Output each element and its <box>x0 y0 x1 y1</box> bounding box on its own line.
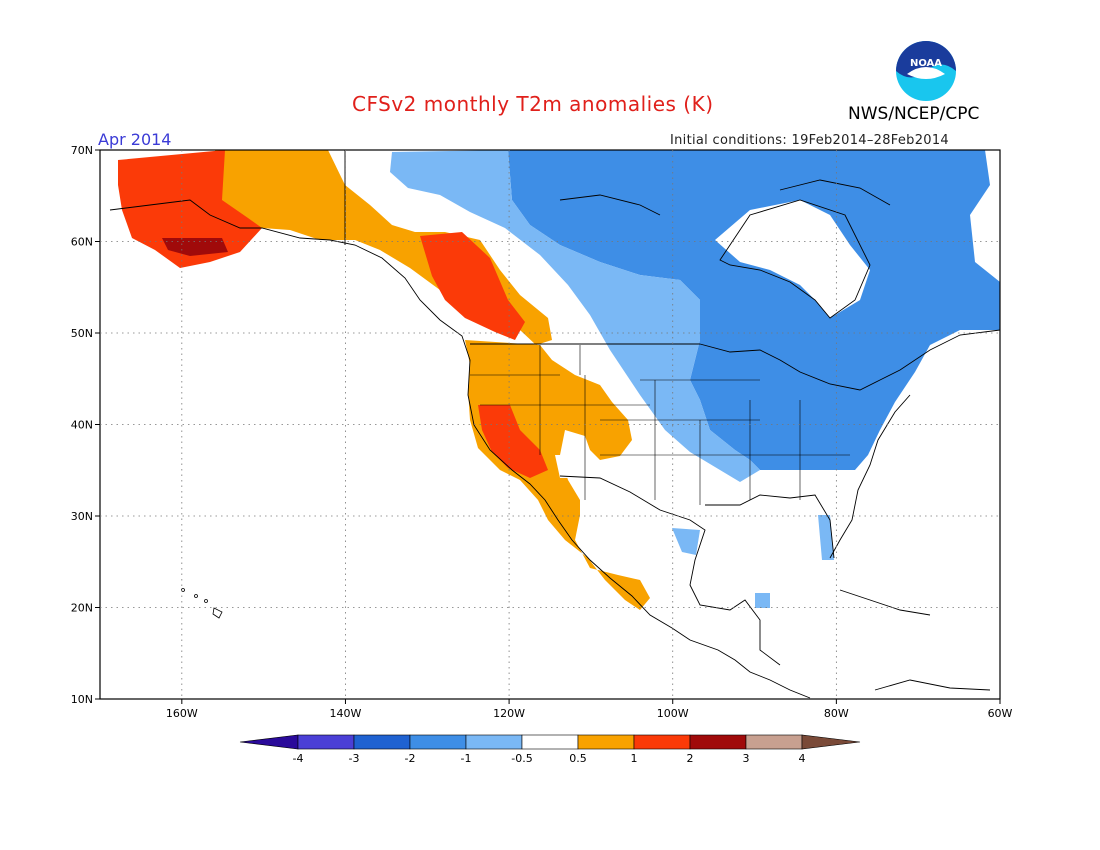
colorbar-label: 4 <box>799 752 806 765</box>
lat-label-40N: 40N <box>71 419 93 432</box>
colorbar-swatch <box>465 734 523 750</box>
colorbar-arrow-left <box>239 734 299 750</box>
colorbar-swatch <box>689 734 747 750</box>
colorbar-label: 1 <box>631 752 638 765</box>
cool-region-canada <box>508 150 1000 470</box>
noaa-logo-icon: NOAA <box>896 41 956 101</box>
lat-label-60N: 60N <box>71 236 93 249</box>
agency-label: NWS/NCEP/CPC <box>848 104 980 124</box>
warm-region-california <box>478 405 548 478</box>
colorbar-label: -4 <box>293 752 304 765</box>
lon-label-140W: 140W <box>330 707 362 720</box>
gridlines <box>95 149 1001 704</box>
valid-month: Apr 2014 <box>98 130 172 149</box>
lat-label-70N: 70N <box>71 144 93 157</box>
colorbar-swatch <box>577 734 635 750</box>
lon-label-80W: 80W <box>824 707 849 720</box>
warm-region-alaska-extreme <box>162 238 228 256</box>
logo-text: NOAA <box>910 58 942 69</box>
initial-conditions: Initial conditions: 19Feb2014–28Feb2014 <box>670 133 949 148</box>
colorbar-swatch <box>297 734 355 750</box>
colorbar-label: -0.5 <box>511 752 532 765</box>
cool-region-light <box>390 150 760 482</box>
colorbar-label: -1 <box>461 752 472 765</box>
colorbar-swatch <box>521 734 579 750</box>
cool-region-florida <box>818 515 834 560</box>
colorbar-label: 3 <box>743 752 750 765</box>
hawaii <box>181 588 223 619</box>
colorbar-swatch <box>409 734 467 750</box>
lat-label-50N: 50N <box>71 327 93 340</box>
colorbar-swatch <box>353 734 411 750</box>
lon-label-160W: 160W <box>166 707 198 720</box>
neutral-greenland <box>715 200 870 318</box>
coastlines <box>109 150 1001 699</box>
borders <box>470 345 850 505</box>
map-title: CFSv2 monthly T2m anomalies (K) <box>352 92 714 116</box>
lat-label-20N: 20N <box>71 602 93 615</box>
lon-label-100W: 100W <box>657 707 689 720</box>
longitude-labels: 160W 140W 120W 100W 80W 60W <box>166 707 1013 720</box>
warm-region-bc <box>420 232 525 340</box>
cool-region-caribbean <box>755 593 770 608</box>
colorbar-label: -2 <box>405 752 416 765</box>
lon-label-120W: 120W <box>493 707 525 720</box>
colorbar-label: 0.5 <box>569 752 587 765</box>
anomaly-fields <box>118 150 1000 610</box>
colorbar-swatch <box>745 734 803 750</box>
colorbar-label: 2 <box>687 752 694 765</box>
warm-region-west-us <box>465 340 650 610</box>
colorbar: -4 -3 -2 -1 -0.5 0.5 1 2 3 4 <box>239 734 861 765</box>
lat-label-10N: 10N <box>71 693 93 706</box>
warm-region-alaska-red <box>118 150 262 268</box>
neutral-southwest <box>555 455 590 478</box>
cool-region-gulf <box>672 528 700 555</box>
colorbar-swatch <box>633 734 691 750</box>
lat-label-30N: 30N <box>71 510 93 523</box>
colorbar-arrow-right <box>801 734 861 750</box>
latitude-labels: 70N 60N 50N 40N 30N 20N 10N <box>71 144 93 706</box>
colorbar-label: -3 <box>349 752 360 765</box>
lon-label-60W: 60W <box>988 707 1013 720</box>
